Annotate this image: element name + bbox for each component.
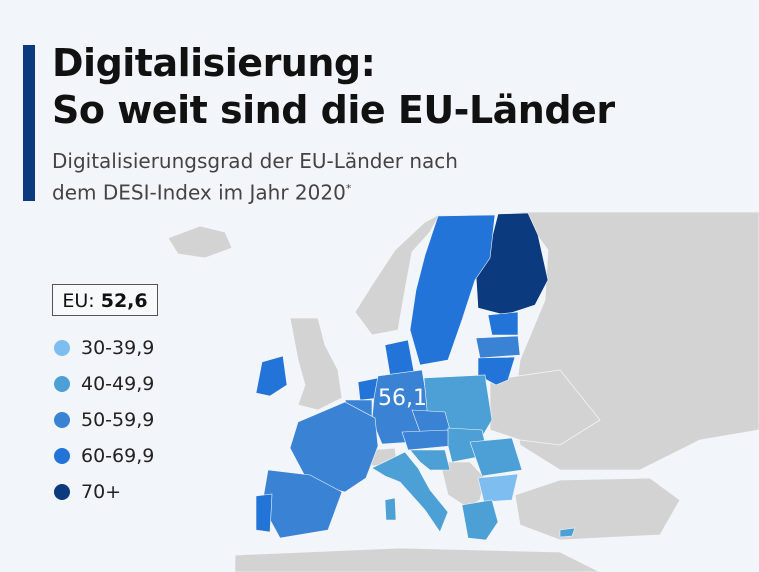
eu-average-label: EU:	[62, 290, 95, 312]
france	[289, 401, 379, 493]
portugal	[255, 493, 273, 533]
accent-bar	[23, 45, 35, 201]
turkey	[514, 477, 681, 541]
romania	[469, 437, 523, 477]
legend-label: 40-49,9	[81, 373, 155, 395]
legend-dot-icon	[54, 448, 70, 464]
latvia	[475, 335, 521, 359]
bulgaria	[477, 473, 519, 503]
legend-label: 70+	[81, 481, 122, 503]
legend-dot-icon	[54, 412, 70, 428]
eu-average-box: EU: 52,6	[52, 284, 158, 316]
sweden	[409, 214, 496, 366]
italy	[371, 451, 449, 533]
legend-dot-icon	[54, 340, 70, 356]
greece	[461, 499, 499, 541]
legend: 30-39,9 40-49,9 50-59,9 60-69,9 70+	[54, 330, 154, 510]
croatia-slovenia	[409, 449, 451, 471]
sardinia	[384, 497, 397, 521]
cyprus	[559, 527, 576, 538]
ukraine-belarus	[489, 369, 601, 446]
footnote-marker: *	[345, 182, 352, 195]
legend-item: 50-59,9	[54, 402, 154, 438]
balkans	[439, 461, 486, 509]
legend-label: 60-69,9	[81, 445, 155, 467]
north-africa	[234, 547, 601, 572]
page-title: Digitalisierung: So weit sind die EU-Län…	[52, 40, 615, 134]
legend-item: 70+	[54, 474, 154, 510]
united-kingdom	[289, 317, 343, 411]
legend-dot-icon	[54, 484, 70, 500]
lithuania	[477, 356, 516, 386]
legend-item: 40-49,9	[54, 366, 154, 402]
denmark	[384, 339, 415, 376]
legend-item: 30-39,9	[54, 330, 154, 366]
germany-value-label: 56,1	[378, 386, 427, 411]
iceland	[167, 225, 233, 259]
title-line-2: So weit sind die EU-Länder	[52, 88, 615, 132]
austria	[401, 429, 451, 451]
legend-label: 30-39,9	[81, 337, 155, 359]
estonia	[487, 311, 519, 336]
subtitle-line-2: dem DESI-Index im Jahr 2020	[52, 180, 346, 205]
legend-item: 60-69,9	[54, 438, 154, 474]
title-line-1: Digitalisierung:	[52, 41, 376, 85]
legend-dot-icon	[54, 376, 70, 392]
legend-label: 50-59,9	[81, 409, 155, 431]
eu-average-value: 52,6	[100, 290, 148, 312]
norway	[354, 213, 442, 336]
subtitle-line-1: Digitalisierungsgrad der EU-Länder nach	[52, 149, 458, 173]
subtitle: Digitalisierungsgrad der EU-Länder nach …	[52, 148, 458, 207]
ireland	[255, 355, 288, 397]
